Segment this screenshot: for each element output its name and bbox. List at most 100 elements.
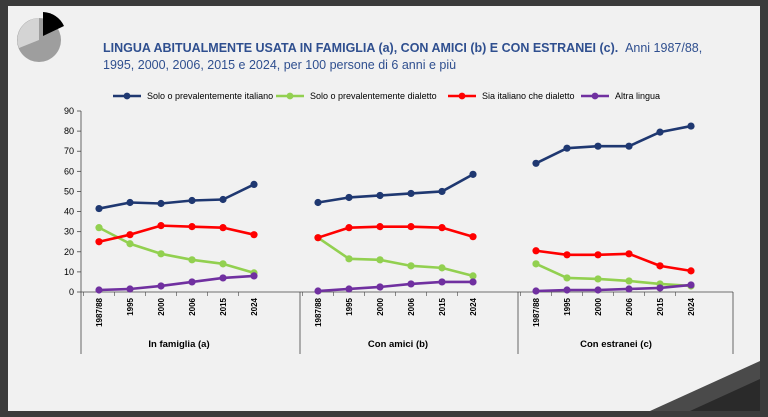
x-tick-label: 2024 [687, 297, 696, 315]
data-point [314, 234, 322, 242]
data-point [376, 256, 384, 264]
data-point [438, 264, 446, 272]
legend-marker [591, 92, 599, 100]
data-point [345, 255, 353, 263]
data-point [594, 251, 602, 259]
y-tick-label: 80 [64, 126, 74, 136]
x-tick-label: 1995 [126, 297, 135, 315]
group-label: Con estranei (c) [580, 339, 652, 350]
y-tick-label: 40 [64, 207, 74, 217]
data-point [438, 278, 446, 286]
x-tick-label: 2000 [157, 297, 166, 315]
data-point [687, 267, 695, 275]
x-tick-label: 1987/88 [532, 297, 541, 326]
data-point [687, 122, 695, 130]
data-point [625, 277, 633, 285]
y-tick-label: 0 [69, 287, 74, 297]
data-point [157, 250, 165, 258]
data-point [625, 285, 633, 293]
x-tick-label: 2024 [250, 297, 259, 315]
data-point [563, 286, 571, 294]
data-point [250, 231, 258, 239]
x-tick-label: 2006 [407, 297, 416, 315]
x-tick-label: 2006 [625, 297, 634, 315]
x-tick-label: 2000 [594, 297, 603, 315]
data-point [594, 275, 602, 283]
series-line [98, 224, 255, 243]
x-tick-label: 1987/88 [314, 297, 323, 326]
data-point [250, 180, 258, 189]
chart: LINGUA ABITUALMENTE USATA IN FAMIGLIA (a… [64, 41, 734, 354]
data-point [407, 189, 415, 198]
data-point [157, 222, 165, 230]
legend-label: Sia italiano che dialetto [482, 91, 575, 101]
series-line [98, 183, 255, 210]
data-point [469, 278, 477, 286]
series-line [535, 249, 692, 273]
series-line [98, 226, 255, 275]
data-point [126, 198, 134, 207]
data-point [407, 262, 415, 270]
chart-title: LINGUA ABITUALMENTE USATA IN FAMIGLIA (a… [103, 41, 702, 55]
data-point [157, 199, 165, 208]
data-point [188, 256, 196, 264]
data-point [188, 278, 196, 286]
data-point [345, 285, 353, 293]
x-tick-label: 1995 [345, 297, 354, 315]
data-point [188, 223, 196, 231]
chart-title-bold: LINGUA ABITUALMENTE USATA IN FAMIGLIA (a… [103, 41, 618, 55]
data-point [376, 191, 384, 200]
data-point [95, 286, 103, 294]
plot-area [95, 122, 695, 295]
chart-subtitle: 1995, 2000, 2006, 2015 e 2024, per 100 p… [103, 58, 456, 72]
data-point [563, 274, 571, 282]
data-point [656, 284, 664, 292]
data-point [95, 238, 103, 246]
data-point [532, 247, 540, 255]
group-label: Con amici (b) [368, 339, 428, 350]
legend: Solo o prevalentemente italiano Solo o pr… [113, 91, 660, 101]
x-tick-label: 1987/88 [95, 297, 104, 326]
y-tick-label: 90 [64, 106, 74, 116]
data-point [625, 250, 633, 258]
series-line [535, 124, 692, 165]
series-line [535, 262, 692, 288]
pie-logo-icon [17, 12, 64, 62]
y-tick-label: 60 [64, 166, 74, 176]
data-point [219, 224, 227, 232]
y-tick-label: 70 [64, 146, 74, 156]
data-point [188, 196, 196, 205]
series-line [317, 225, 474, 239]
legend-marker [458, 92, 466, 100]
data-point [563, 251, 571, 259]
data-point [438, 224, 446, 232]
legend-label: Solo o prevalentemente italiano [147, 91, 273, 101]
x-tick-label: 2015 [656, 297, 665, 315]
legend-label: Solo o prevalentemente dialetto [310, 91, 437, 101]
x-tick-label: 1995 [563, 297, 572, 315]
data-point [407, 223, 415, 231]
data-point [250, 272, 258, 280]
data-point [594, 286, 602, 294]
data-point [656, 262, 664, 270]
data-point [126, 285, 134, 293]
y-axis: 0 10 20 30 40 50 60 70 80 90 1987/88 1995 2000 2006 20… [64, 106, 734, 354]
data-point [438, 187, 446, 196]
series-line [317, 173, 474, 204]
data-point [687, 281, 695, 289]
chart-title-rest: Anni 1987/88, [625, 41, 702, 55]
x-tick-label: 2015 [219, 297, 228, 315]
series-line [98, 274, 255, 292]
data-point [219, 195, 227, 204]
y-tick-label: 20 [64, 247, 74, 257]
data-point [532, 260, 540, 268]
data-point [469, 170, 477, 178]
data-point [219, 274, 227, 282]
data-point [95, 204, 103, 213]
data-point [563, 144, 571, 152]
data-point [95, 224, 103, 232]
data-point [376, 223, 384, 231]
y-tick-label: 30 [64, 227, 74, 237]
slide: LINGUA ABITUALMENTE USATA IN FAMIGLIA (a… [8, 6, 760, 411]
legend-marker [286, 92, 294, 100]
